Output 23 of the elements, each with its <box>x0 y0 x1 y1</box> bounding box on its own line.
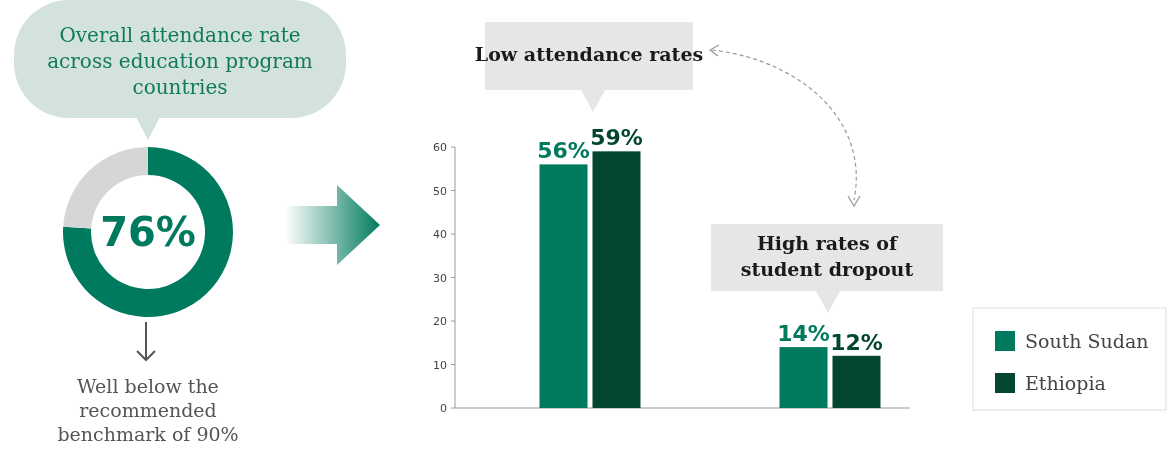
data-label: 14% <box>777 321 830 347</box>
annotation: High rates of student dropout <box>740 232 914 280</box>
data-label: 76% <box>100 209 196 255</box>
bar <box>592 151 641 408</box>
bar <box>832 355 881 408</box>
y-tick-label: 30 <box>433 271 447 285</box>
y-tick-label: 60 <box>433 141 447 154</box>
text: Well below the recommended benchmark of 90% <box>57 375 239 445</box>
donut-slice <box>63 147 233 317</box>
y-tick-label: 10 <box>433 358 447 372</box>
data-label: 12% <box>830 329 883 355</box>
chart-title: Overall attendance rate across education program countries <box>47 23 313 99</box>
text: Low attendance rates <box>474 43 704 65</box>
y-tick-label: 50 <box>433 184 447 198</box>
y-tick-label: 0 <box>440 402 447 415</box>
bar <box>539 164 588 408</box>
y-tick-label: 40 <box>433 228 447 241</box>
legend-label: Ethiopia <box>1025 372 1106 394</box>
data-label: 59% <box>590 125 643 151</box>
bar <box>779 347 828 408</box>
data-label: 56% <box>537 138 590 164</box>
y-tick-label: 20 <box>433 315 447 328</box>
legend-label: South Sudan <box>1025 330 1149 352</box>
